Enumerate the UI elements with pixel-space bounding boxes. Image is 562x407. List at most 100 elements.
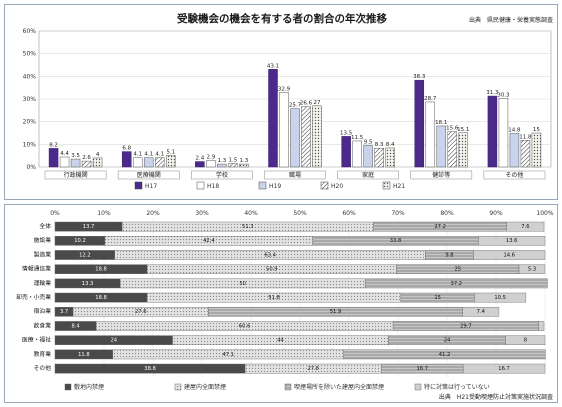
segment-label: 13.7: [83, 224, 95, 230]
stacked-segment: [506, 221, 545, 232]
x-tick-label: 家庭: [362, 171, 374, 179]
bar: [81, 160, 92, 168]
data-label: 11.8: [519, 134, 532, 140]
stacked-segment: [343, 349, 546, 360]
legend-label: H17: [145, 183, 157, 190]
data-label: 3.5: [71, 153, 80, 159]
bar: [206, 160, 216, 168]
segment-label: 42.4: [203, 238, 215, 244]
segment-label: 33.8: [390, 238, 402, 244]
x-tick-label: 0%: [50, 210, 60, 217]
x-tick-label: 学校: [216, 171, 228, 179]
segment-label: 63.4: [264, 252, 276, 258]
row-label: 飲食業: [34, 321, 52, 329]
legend-label: 喫煙場所を除いた建屋内全面禁煙: [294, 383, 384, 391]
data-label: 8.3: [375, 142, 384, 148]
segment-label: 51.8: [268, 295, 280, 301]
stacked-segment: [462, 363, 546, 374]
category-box: [337, 170, 399, 180]
bottom-chart-source: 出典 H21受動喫煙防止対策実施状況調査: [439, 393, 553, 401]
data-label: 4.4: [60, 151, 69, 157]
data-label: 2.4: [195, 156, 204, 162]
data-label: 15.1: [457, 127, 469, 133]
bar: [290, 108, 300, 168]
stacked-segment: [364, 278, 548, 289]
y-tick-label: 20%: [23, 119, 37, 126]
bar: [70, 158, 81, 168]
bar: [228, 163, 238, 168]
segment-label: 14.6: [503, 252, 515, 258]
data-label: 14.8: [508, 127, 521, 133]
segment-label: 5.3: [528, 267, 536, 273]
segment-label: 60.6: [239, 323, 251, 329]
legend-swatch: [320, 181, 329, 190]
data-label: 28.7: [424, 96, 437, 102]
x-tick-label: 90%: [489, 210, 503, 217]
legend-label: H20: [331, 183, 343, 190]
data-label: 2.6: [82, 155, 91, 161]
legend-label: 特に対策は行っていない: [424, 383, 490, 391]
segment-label: 9.8: [445, 252, 453, 258]
data-label: 25.7: [289, 103, 302, 109]
data-label: 4.1: [155, 152, 164, 158]
bar: [92, 157, 103, 168]
x-tick-label: 職場: [289, 171, 301, 179]
data-label: 1.5: [228, 158, 237, 164]
row-label: 教育業: [34, 350, 52, 358]
bar: [341, 136, 351, 168]
row-label: その他: [34, 364, 52, 372]
segment-label: 3.7: [60, 309, 68, 315]
bar: [352, 140, 362, 168]
category-box: [264, 170, 326, 180]
data-label: 43.1: [267, 63, 279, 69]
stacked-segment: [518, 264, 546, 274]
segment-label: 27.6: [135, 309, 147, 315]
data-label: 31.3: [486, 90, 499, 96]
bar: [531, 132, 542, 168]
x-tick-label: 60%: [342, 210, 356, 217]
y-tick-label: 40%: [23, 73, 37, 80]
segment-label: 18.8: [95, 295, 107, 301]
x-tick-label: 100%: [536, 210, 553, 217]
bar: [239, 163, 249, 168]
stacked-segment: [478, 236, 546, 246]
segment-label: 10.2: [74, 238, 86, 244]
segment-label: 8.4: [71, 323, 80, 329]
segment-label: 25: [454, 267, 461, 273]
legend-swatch: [258, 181, 267, 190]
trend-bar-chart: 受験機会の機会を有する者の割合の年次推移 出典 県民健康・栄養実態調査 0% 10…: [23, 12, 553, 190]
stacked-segment: [505, 335, 546, 346]
bar: [436, 125, 447, 168]
x-tick-label: 70%: [391, 210, 405, 217]
x-tick-label: その他: [505, 171, 523, 179]
segment-label: 41.2: [439, 352, 451, 358]
segment-label: 8: [524, 338, 527, 344]
data-label: 15.6: [446, 126, 459, 132]
data-label: 11.5: [351, 135, 364, 141]
x-tick-label: 10%: [97, 210, 111, 217]
bar: [143, 157, 154, 168]
data-label: 4.1: [144, 152, 153, 158]
data-label: 4.1: [133, 152, 142, 158]
segment-label: 18.8: [95, 267, 107, 273]
bar: [154, 157, 165, 168]
row-label: 運輸業: [34, 279, 52, 287]
row-label: 卸売・小売業: [16, 293, 51, 301]
bar: [458, 132, 469, 168]
category-box: [191, 170, 253, 180]
data-label: 2.9: [206, 154, 215, 160]
bar: [374, 147, 384, 168]
legend-swatch: [64, 383, 72, 391]
bar: [363, 145, 373, 168]
data-label: 1.3: [217, 158, 226, 164]
category-box: [410, 170, 473, 180]
chart-title: 受験機会の機会を有する者の割合の年次推移: [177, 12, 387, 25]
x-tick-label: 80%: [440, 210, 454, 217]
segment-label: 38.8: [144, 366, 156, 372]
x-tick-label: 30%: [195, 210, 209, 217]
segment-label: 47.1: [222, 352, 234, 358]
legend-label: H19: [269, 183, 281, 190]
line-trend-panel: 受験機会の機会を有する者の割合の年次推移 出典 県民健康・栄養実態調査 0% 10…: [4, 4, 558, 200]
row-label: 宿泊業: [34, 307, 52, 315]
x-tick-label: 健診等: [432, 171, 450, 179]
